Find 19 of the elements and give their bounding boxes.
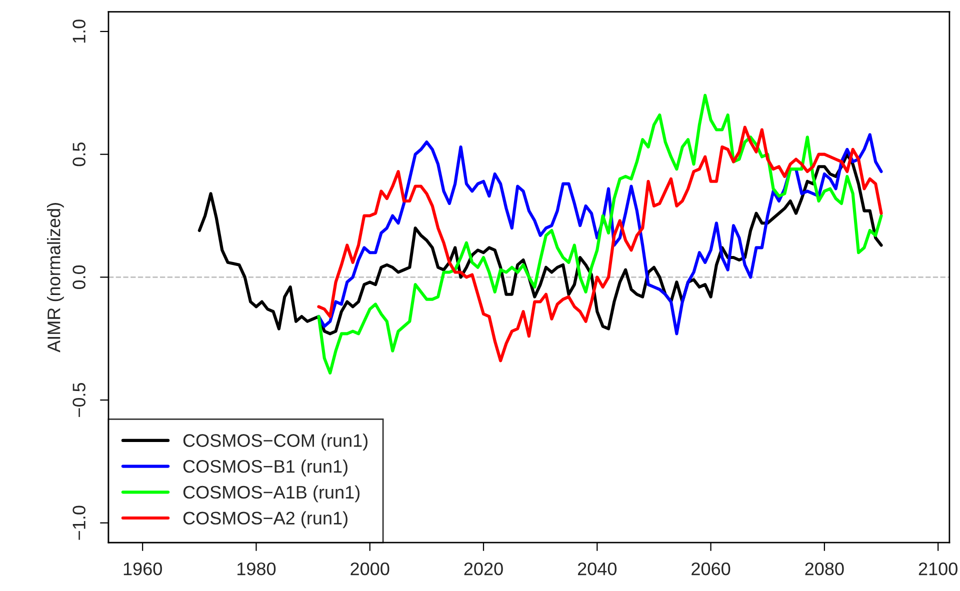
y-tick-label: −1.0 — [72, 506, 86, 540]
x-tick-label: 2020 — [464, 562, 503, 576]
x-tick-label: 2080 — [805, 562, 844, 576]
x-tick-label: 1960 — [124, 562, 162, 576]
x-tick-label: 2060 — [692, 562, 730, 576]
y-tick-label: 0.0 — [72, 265, 86, 290]
legend-label: COSMOS−A1B (run1) — [183, 485, 360, 502]
y-tick-label: 0.5 — [72, 142, 86, 166]
legend-label: COSMOS−COM (run1) — [183, 434, 368, 451]
legend-label: COSMOS−B1 (run1) — [183, 460, 348, 476]
y-axis-title: AIMR (normalized) — [47, 203, 64, 352]
y-tick-label: −0.5 — [72, 382, 86, 417]
line-series — [317, 94, 883, 375]
x-tick-label: 2100 — [918, 562, 958, 576]
legend-label: COSMOS−A2 (run1) — [183, 511, 348, 528]
x-tick-label: 1980 — [238, 562, 276, 576]
x-tick-label: 2040 — [578, 562, 617, 576]
y-tick-label: 1.0 — [72, 20, 86, 43]
x-tick-label: 2000 — [350, 562, 390, 576]
